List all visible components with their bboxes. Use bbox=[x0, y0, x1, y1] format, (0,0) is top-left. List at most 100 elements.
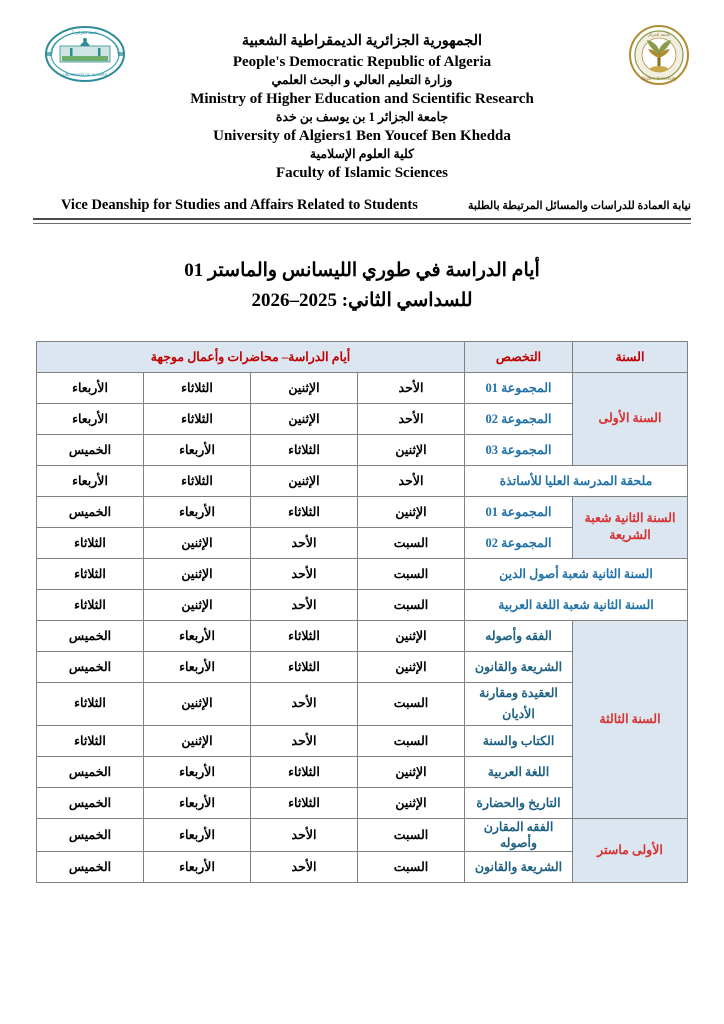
cell-year: السنة الثانية شعبة الشريعة bbox=[572, 495, 688, 559]
cell-specialization: المجموعة 01 bbox=[464, 371, 573, 404]
page-title-line-1: أيام الدراسة في طوري الليسانس والماستر 0… bbox=[184, 260, 540, 281]
cell-specialization: العقيدة ومقارنة الأديان bbox=[464, 681, 573, 727]
cell-day-1: السبت bbox=[357, 818, 465, 853]
cell-day-2: الثلاثاء bbox=[250, 756, 358, 789]
cell-day-1: السبت bbox=[357, 588, 465, 621]
cell-day-4: الخميس bbox=[36, 787, 144, 820]
cell-day-1: السبت bbox=[357, 681, 465, 727]
cell-day-2: الأحد bbox=[250, 526, 358, 559]
cell-day-3: الأربعاء bbox=[143, 495, 251, 528]
table-row: اللغة العربية الإثنين الثلاثاء الأربعاء الخم… bbox=[36, 756, 688, 789]
header-line-en-ministry: Ministry of Higher Education and Scienti… bbox=[190, 90, 534, 107]
cell-day-2: الإثنين bbox=[250, 402, 358, 435]
cell-day-4: الخميس bbox=[36, 619, 144, 652]
header-cell-specialization: التخصص bbox=[464, 340, 573, 373]
cell-day-3: الأربعاء bbox=[143, 650, 251, 683]
cell-day-4: الأربعاء bbox=[36, 464, 144, 497]
vice-deanship-label-en: Vice Deanship for Studies and Affairs Re… bbox=[61, 197, 418, 214]
svg-text:Algiers University: Algiers University bbox=[641, 76, 677, 81]
header-cell-study-days: أيام الدراسة– محاضرات وأعمال موجهة bbox=[36, 340, 465, 373]
cell-day-4: الثلاثاء bbox=[36, 725, 144, 758]
cell-day-3: الإثنين bbox=[143, 681, 251, 727]
header-cell-year: السنة bbox=[572, 340, 688, 373]
header-line-ar-university: جامعة الجزائر 1 بن يوسف بن خدة bbox=[275, 109, 449, 124]
cell-program-label: السنة الثانية شعبة أصول الدين bbox=[464, 557, 688, 590]
svg-text:UNIVERSITY OF ALGIERS: UNIVERSITY OF ALGIERS bbox=[63, 73, 108, 77]
cell-day-4: الخميس bbox=[36, 495, 144, 528]
cell-specialization: الفقه المقارن وأصوله bbox=[464, 818, 573, 853]
cell-day-1: الإثنين bbox=[357, 787, 465, 820]
cell-day-4: الخميس bbox=[36, 650, 144, 683]
cell-day-3: الأربعاء bbox=[143, 619, 251, 652]
cell-day-4: الثلاثاء bbox=[36, 526, 144, 559]
cell-day-1: الأحد bbox=[357, 464, 465, 497]
algiers-university-seal-right-icon: جامعة الجزائر Algiers University bbox=[628, 24, 690, 86]
cell-day-4: الخميس bbox=[36, 433, 144, 466]
cell-day-3: الإثنين bbox=[143, 526, 251, 559]
cell-specialization: الفقه وأصوله bbox=[464, 619, 573, 652]
cell-day-3: الإثنين bbox=[143, 557, 251, 590]
cell-day-4: الأربعاء bbox=[36, 371, 144, 404]
schedule-table: السنة التخصص أيام الدراسة– محاضرات وأعما… bbox=[36, 340, 688, 884]
cell-day-2: الثلاثاء bbox=[250, 650, 358, 683]
table-row: السنة الأولى المجموعة 01 الأحد الإثنين الثلا… bbox=[36, 371, 688, 466]
divider-line-thick bbox=[33, 218, 691, 221]
cell-program-label: ملحقة المدرسة العليا للأساتذة bbox=[464, 464, 688, 497]
cell-day-3: الأربعاء bbox=[143, 433, 251, 466]
cell-day-4: الخميس bbox=[36, 818, 144, 853]
cell-day-1: الإثنين bbox=[357, 433, 465, 466]
cell-day-1: الإثنين bbox=[357, 619, 465, 652]
cell-specialization: المجموعة 01 bbox=[464, 495, 573, 528]
schedule-table-head: السنة التخصص أيام الدراسة– محاضرات وأعما… bbox=[36, 340, 688, 373]
cell-day-2: الثلاثاء bbox=[250, 787, 358, 820]
cell-specialization: المجموعة 03 bbox=[464, 433, 573, 466]
cell-day-1: الإثنين bbox=[357, 756, 465, 789]
document-header: جامعة الجزائر 1 UNIVERSITY OF ALGIERS جا… bbox=[0, 0, 724, 230]
cell-day-2: الأحد bbox=[250, 818, 358, 853]
page-title-line-2: للسداسي الثاني: 2025–2026 bbox=[251, 290, 473, 312]
cell-day-4: الثلاثاء bbox=[36, 557, 144, 590]
cell-specialization: الكتاب والسنة bbox=[464, 725, 573, 758]
header-line-en-faculty: Faculty of Islamic Sciences bbox=[275, 164, 449, 181]
cell-day-2: الأحد bbox=[250, 557, 358, 590]
cell-day-3: الثلاثاء bbox=[143, 464, 251, 497]
cell-day-1: السبت bbox=[357, 851, 465, 884]
cell-day-2: الإثنين bbox=[250, 371, 358, 404]
svg-text:جامعة الجزائر 1: جامعة الجزائر 1 bbox=[72, 30, 99, 35]
cell-day-2: الأحد bbox=[250, 681, 358, 727]
svg-text:جامعة الجزائر: جامعة الجزائر bbox=[647, 32, 671, 37]
cell-program-label: السنة الثانية شعبة اللغة العربية bbox=[464, 588, 688, 621]
cell-specialization: الشريعة والقانون bbox=[464, 851, 573, 884]
cell-year: السنة الثالثة bbox=[572, 619, 688, 820]
header-line-ar-faculty: كلية العلوم الإسلامية bbox=[309, 147, 415, 162]
cell-day-1: الأحد bbox=[357, 371, 465, 404]
header-text-block: الجمهورية الجزائرية الديمقراطية الشعبية … bbox=[0, 0, 724, 183]
university-seal-left-icon: جامعة الجزائر 1 UNIVERSITY OF ALGIERS bbox=[44, 24, 126, 84]
cell-day-2: الأحد bbox=[250, 725, 358, 758]
table-row: السنة الثانية شعبة أصول الدين السبت الأحد ا… bbox=[36, 557, 688, 590]
cell-year: الأولى ماستر bbox=[572, 818, 688, 884]
cell-day-2: الثلاثاء bbox=[250, 495, 358, 528]
table-row: السنة الثانية شعبة الشريعة المجموعة 01 الإ… bbox=[36, 495, 688, 559]
cell-day-1: الإثنين bbox=[357, 650, 465, 683]
cell-day-2: الإثنين bbox=[250, 464, 358, 497]
table-header-row: السنة التخصص أيام الدراسة– محاضرات وأعما… bbox=[36, 340, 688, 373]
cell-day-3: الثلاثاء bbox=[143, 371, 251, 404]
cell-day-3: الأربعاء bbox=[143, 756, 251, 789]
cell-day-3: الأربعاء bbox=[143, 818, 251, 853]
vice-deanship-label-ar: نيابة العمادة للدراسات والمسائل المرتبطة… bbox=[467, 200, 691, 213]
header-line-ar-ministry: وزارة التعليم العالي و البحث العلمي bbox=[271, 72, 453, 87]
table-row: ملحقة المدرسة العليا للأساتذة الأحد الإثني… bbox=[36, 464, 688, 497]
table-row: الشريعة والقانون الإثنين الثلاثاء الأربعاء ا… bbox=[36, 650, 688, 683]
table-row: العقيدة ومقارنة الأديان السبت الأحد الإثنين… bbox=[36, 681, 688, 727]
header-divider bbox=[33, 218, 691, 225]
cell-year: السنة الأولى bbox=[572, 371, 688, 466]
page-title: أيام الدراسة في طوري الليسانس والماستر 0… bbox=[0, 256, 724, 317]
table-row: السنة الثالثة الفقه وأصوله الإثنين الثلاثاء… bbox=[36, 619, 688, 820]
divider-line-thin bbox=[33, 223, 691, 225]
cell-specialization: الشريعة والقانون bbox=[464, 650, 573, 683]
cell-day-4: الخميس bbox=[36, 756, 144, 789]
header-line-en-university: University of Algiers1 Ben Youcef Ben Kh… bbox=[213, 127, 511, 144]
cell-specialization: اللغة العربية bbox=[464, 756, 573, 789]
